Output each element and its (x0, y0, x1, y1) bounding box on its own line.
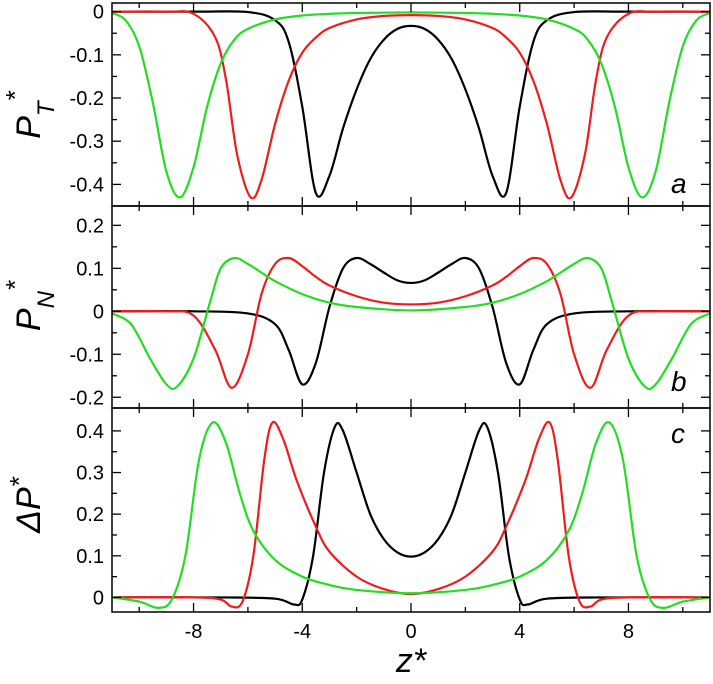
panel-c-ytick-label: 0.3 (76, 463, 104, 485)
panel-c: ΔP* c z* (4, 418, 685, 680)
panel-c-xtick-label: -8 (185, 621, 203, 643)
panel-a-frame (111, 2, 711, 207)
panel-c-series-0-line (112, 421, 710, 607)
panel-b-ytick-label: -0.2 (70, 387, 104, 409)
panel-c-xtick-label: 4 (514, 621, 525, 643)
panel-c-xtick-label: 0 (405, 621, 416, 643)
x-axis-title: z* (395, 642, 428, 680)
panel-b-series-2-line (112, 256, 710, 391)
panel-b-frame (111, 205, 711, 409)
panel-a-ytick-label: 0 (93, 2, 104, 24)
panel-c-ytick-label: 0.1 (76, 546, 104, 568)
panel-b-ytick-label: 0.1 (76, 258, 104, 280)
panel-b-ylabel: PN* (0, 280, 60, 331)
panel-b-ytick-label: 0 (93, 301, 104, 323)
panel-b-ytick-label: 0.2 (76, 215, 104, 237)
panel-b-letter: b (671, 366, 687, 397)
panel-a-ytick-label: -0.3 (70, 131, 104, 153)
panel-a-ytick-label: -0.4 (70, 174, 104, 196)
panel-a-series-2-line (112, 11, 710, 199)
panel-b-series-0-line (112, 256, 710, 386)
panel-c-xtick-label: 8 (623, 621, 634, 643)
panel-a-series-0-line (112, 10, 710, 198)
panel-c-ytick-label: 0.2 (76, 504, 104, 526)
panel-b: PN* b (0, 280, 687, 397)
panel-b-series-1-line (112, 256, 710, 389)
panel-a-series-1-line (112, 10, 710, 200)
panel-c-ytick-label: 0 (93, 587, 104, 609)
panel-a: PT* a (0, 90, 687, 199)
panel-c-frame (111, 407, 711, 613)
panel-a-ytick-label: -0.1 (70, 45, 104, 67)
panel-a-letter: a (671, 168, 687, 199)
plot-layer: 0 -0.1 -0.2 -0.3 -0.4 0.2 0.1 0 -0.1 -0.2 0.4 0.3 0.… (70, 2, 711, 643)
panel-c-letter: c (671, 418, 685, 449)
panel-c-series-2-line (112, 421, 710, 609)
panel-b-ytick-label: -0.1 (70, 344, 104, 366)
panel-a-ytick-label: -0.2 (70, 88, 104, 110)
panel-c-ylabel: ΔP* (4, 476, 48, 534)
panel-a-ylabel: PT* (0, 90, 60, 138)
panel-c-xtick-label: -4 (293, 621, 311, 643)
panel-c-ytick-label: 0.4 (76, 421, 104, 443)
